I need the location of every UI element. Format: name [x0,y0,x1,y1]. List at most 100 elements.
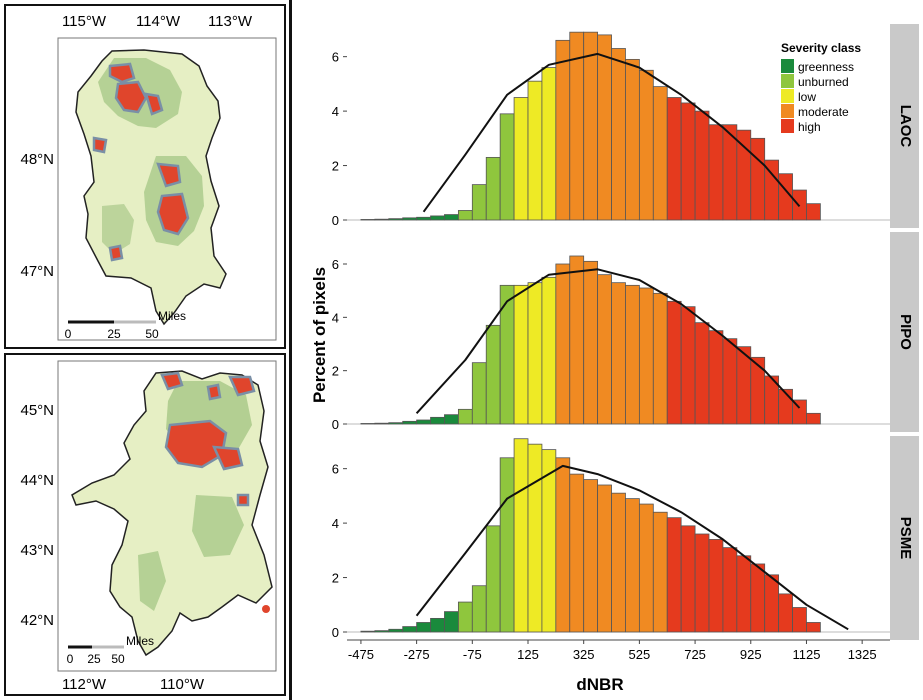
histogram-bar [569,255,585,425]
y-tick-label: 0 [332,213,339,228]
legend-title: Severity class [781,41,861,55]
histogram-bar [722,547,738,633]
histogram-bar [430,215,445,221]
histogram-bar [485,324,501,425]
histogram-bar [611,48,626,221]
burn-areas-top [92,62,190,262]
histogram-bar [555,39,571,221]
lon-label-112w: 112°W [62,676,107,693]
histogram-bar [806,203,821,221]
histogram-bar [485,156,501,221]
x-tick-label: 925 [740,647,762,662]
histogram-bar [444,611,459,633]
x-tick-label: 1125 [792,647,820,662]
histogram-chart: Percent of pixels dNBR 0246LAOC0246PIPO0… [295,0,919,700]
histogram-bar [792,399,807,425]
histogram-bar [541,276,557,425]
histogram-bar [625,284,640,425]
maps-panel: 115°W 114°W 113°W 48°N 47°N M [0,0,292,700]
histogram-bar [430,416,445,425]
histogram-bar [708,124,724,221]
panel-pipo: 0 2 4 6 PIPO [332,232,919,432]
histogram-bar [666,300,682,425]
x-tick-label: 525 [629,647,651,662]
histogram-bar [750,137,766,221]
histogram-bar [457,408,473,425]
histogram-bar [402,626,418,633]
histogram-bar [402,420,418,425]
y-axis-title: Percent of pixels [310,267,329,403]
histogram-bar [416,216,431,221]
histogram-bar [652,292,668,425]
histogram-bar [360,219,376,221]
y-tick-label: 4 [332,104,339,119]
map-bottom-graphic: 45°N 44°N 43°N 42°N 112°W 110°W [20,360,277,693]
histogram-bar [583,31,599,221]
histogram-bar [555,457,571,633]
map-top-graphic: 115°W 114°W 113°W 48°N 47°N M [20,13,277,341]
scale-tick-50-top: 50 [145,327,159,341]
scale-tick-50-bottom: 50 [111,652,125,666]
histogram-bar [680,306,696,425]
facet-strip [890,436,919,640]
y-tick-label: 6 [332,257,339,272]
histogram-bar [388,628,404,633]
histogram-bar [499,457,515,633]
histogram-bar [778,593,793,633]
histogram-bar [457,601,473,633]
histogram-bar [430,617,445,633]
facet-strip [890,24,919,228]
facet-label: LAOC [897,105,914,148]
x-tick-label: 1325 [848,647,877,662]
histogram-bar [471,184,487,221]
histogram-bar [360,630,376,633]
map-bottom: 45°N 44°N 43°N 42°N 112°W 110°W [4,353,286,696]
histogram-bar [583,479,599,633]
x-tick-label: -275 [404,647,430,662]
histogram-bar [792,607,807,633]
histogram-bar [638,287,654,425]
histogram-bar [638,503,654,633]
y-tick-label: 2 [332,159,339,174]
histogram-bar [499,113,515,221]
histogram-bar [736,555,752,633]
density-curve [422,52,801,213]
histogram-bar [611,492,626,633]
x-axis-title: dNBR [576,675,623,694]
histogram-bar [416,622,431,633]
legend-swatch-moderate [781,104,794,118]
legend-label-high: high [798,120,821,134]
y-tick-label: 6 [332,50,339,65]
burn-areas-bottom [160,371,256,507]
burn-spot-bottom [262,605,270,613]
histogram-bar [666,517,682,633]
x-tick-label: 325 [573,647,595,662]
lat-label-42n: 42°N [20,612,54,629]
histogram-bar [374,422,390,425]
histogram-bar [416,419,431,425]
histogram-bar [485,525,501,633]
scale-unit-top: Miles [158,309,186,323]
histogram-bar [513,284,529,425]
lon-label-115w: 115°W [62,13,107,30]
histogram-bar [597,274,612,425]
x-tick-label: 125 [517,647,539,662]
y-tick-label: 0 [332,625,339,640]
lat-label-47n: 47°N [20,263,54,280]
x-tick-label: -475 [348,647,374,662]
histogram-bar [360,423,376,425]
y-tick-label: 2 [332,571,339,586]
y-tick-label: 4 [332,516,339,531]
histogram-bar [722,338,738,425]
histogram-bar [680,102,696,221]
y-tick-label: 0 [332,417,339,432]
x-tick-label: 725 [684,647,706,662]
legend-label-low: low [798,90,816,104]
histogram-bar [638,69,654,221]
histogram-bar [694,110,710,221]
density-curve [415,268,801,414]
y-tick-label: 6 [332,462,339,477]
histogram-bar [527,80,543,221]
histogram-bar [597,34,612,221]
legend-swatch-high [781,119,794,133]
